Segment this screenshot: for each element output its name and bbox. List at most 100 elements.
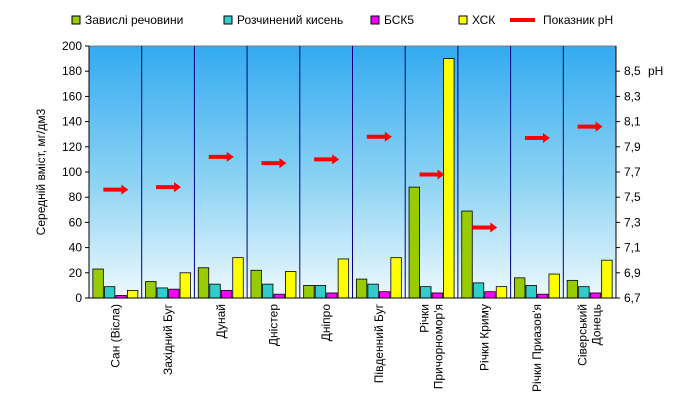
ph-marker xyxy=(524,132,550,143)
bar xyxy=(537,293,549,299)
bar xyxy=(262,283,274,299)
bar xyxy=(326,292,338,299)
x-tick-label: Південний Буг xyxy=(372,303,386,383)
bar xyxy=(525,284,537,299)
legend-swatch-suspended-solids xyxy=(71,15,81,25)
bar xyxy=(495,286,508,299)
y-tick-label: 60 xyxy=(69,215,83,229)
ph-marker-arrowhead xyxy=(174,182,182,193)
x-tick-label: Причорномор'я xyxy=(432,304,446,389)
bar xyxy=(232,257,244,299)
bar xyxy=(197,267,210,299)
x-tick-label: Сан (Вісла) xyxy=(108,304,122,368)
y-tick-label: 140 xyxy=(62,115,82,129)
ph-marker xyxy=(366,131,392,142)
ph-marker xyxy=(419,169,445,180)
bar xyxy=(220,290,233,299)
bar xyxy=(443,58,455,299)
ph-marker-arrowhead xyxy=(595,121,603,132)
x-tick-label: Західний Буг xyxy=(161,303,175,375)
x-tick-label: Сіверський xyxy=(576,304,590,366)
y2-tick-label: 7,1 xyxy=(624,241,641,255)
ph-marker-arrowhead xyxy=(226,151,234,162)
bar xyxy=(273,293,285,299)
legend-label-cod: ХСК xyxy=(472,13,495,27)
legend-label-bod5: БСК5 xyxy=(384,13,414,27)
y-tick-label: 40 xyxy=(69,241,83,255)
y2-axis-title: pH xyxy=(648,64,663,78)
bar xyxy=(250,269,262,299)
ph-marker xyxy=(156,182,182,193)
bar xyxy=(168,288,180,299)
y2-tick-label: 7,3 xyxy=(624,215,641,229)
bar xyxy=(303,284,315,299)
legend-label-dissolved-oxygen: Розчинений кисень xyxy=(237,13,343,27)
ph-marker xyxy=(577,121,603,132)
x-tick-label: Дністер xyxy=(266,304,280,346)
ph-marker-arrowhead xyxy=(279,158,287,169)
legend-swatch-bod5 xyxy=(370,15,380,25)
bar xyxy=(314,284,327,299)
y-tick-label: 0 xyxy=(75,291,82,305)
x-tick-label: Дніпро xyxy=(319,304,333,342)
ph-marker-arrowhead xyxy=(437,169,445,180)
bar xyxy=(115,295,127,299)
bar xyxy=(367,283,379,299)
y2-tick-label: 6,9 xyxy=(624,266,641,280)
y2-tick-label: 6,7 xyxy=(624,291,641,305)
bar xyxy=(156,287,168,299)
x-tick-label: Донець xyxy=(590,304,604,345)
bar xyxy=(145,281,157,299)
ph-marker xyxy=(103,184,129,195)
y-axis-title: Середній вміст, мг/дм3 xyxy=(34,108,48,235)
bar xyxy=(408,186,420,299)
ph-marker xyxy=(472,222,498,233)
bar xyxy=(390,257,402,299)
bar xyxy=(337,258,350,299)
ph-marker xyxy=(261,158,287,169)
legend-swatch-dissolved-oxygen xyxy=(223,15,233,25)
bar xyxy=(378,291,391,299)
ph-marker xyxy=(208,151,234,162)
x-tick-label: Річки xyxy=(418,304,432,333)
bar xyxy=(461,210,473,299)
bar xyxy=(601,259,613,299)
bar xyxy=(355,278,368,299)
y-tick-label: 80 xyxy=(69,190,83,204)
x-tick-label: Дунай xyxy=(214,304,228,338)
plot-area xyxy=(88,45,617,299)
legend: Завислі речовини Розчинений кисень БСК5 … xyxy=(71,13,613,27)
y2-tick-label: 8,3 xyxy=(624,89,641,103)
bar xyxy=(209,283,221,299)
y2-tick-label: 8,1 xyxy=(624,115,641,129)
bar xyxy=(514,277,526,299)
y-tick-label: 160 xyxy=(62,89,82,103)
bar xyxy=(420,286,432,299)
y2-tick-label: 7,5 xyxy=(624,190,641,204)
bar xyxy=(92,268,104,299)
x-tick-label: Річки Приазов'я xyxy=(530,304,544,392)
legend-label-suspended-solids: Завислі речовини xyxy=(85,13,183,27)
y-tick-label: 100 xyxy=(62,165,82,179)
y2-tick-label: 7,7 xyxy=(624,165,641,179)
ph-marker-arrowhead xyxy=(384,131,392,142)
legend-label-ph: Показник pH xyxy=(543,13,613,27)
y-tick-label: 20 xyxy=(69,266,83,280)
ph-marker-arrowhead xyxy=(542,132,550,143)
y-tick-label: 200 xyxy=(62,39,82,53)
ph-marker-arrowhead xyxy=(121,184,129,195)
bar xyxy=(126,290,139,299)
bar xyxy=(103,286,116,299)
bar xyxy=(472,282,485,299)
y-tick-label: 120 xyxy=(62,140,82,154)
ph-marker xyxy=(314,154,340,165)
ph-marker-arrowhead xyxy=(332,154,340,165)
bar xyxy=(548,273,560,299)
x-tick-label: Річки Криму xyxy=(477,304,491,371)
y2-tick-label: 8,5 xyxy=(624,64,641,78)
bar xyxy=(589,292,602,299)
bar xyxy=(431,292,443,299)
ph-marker-arrowhead xyxy=(490,222,498,233)
legend-swatch-cod xyxy=(458,15,468,25)
